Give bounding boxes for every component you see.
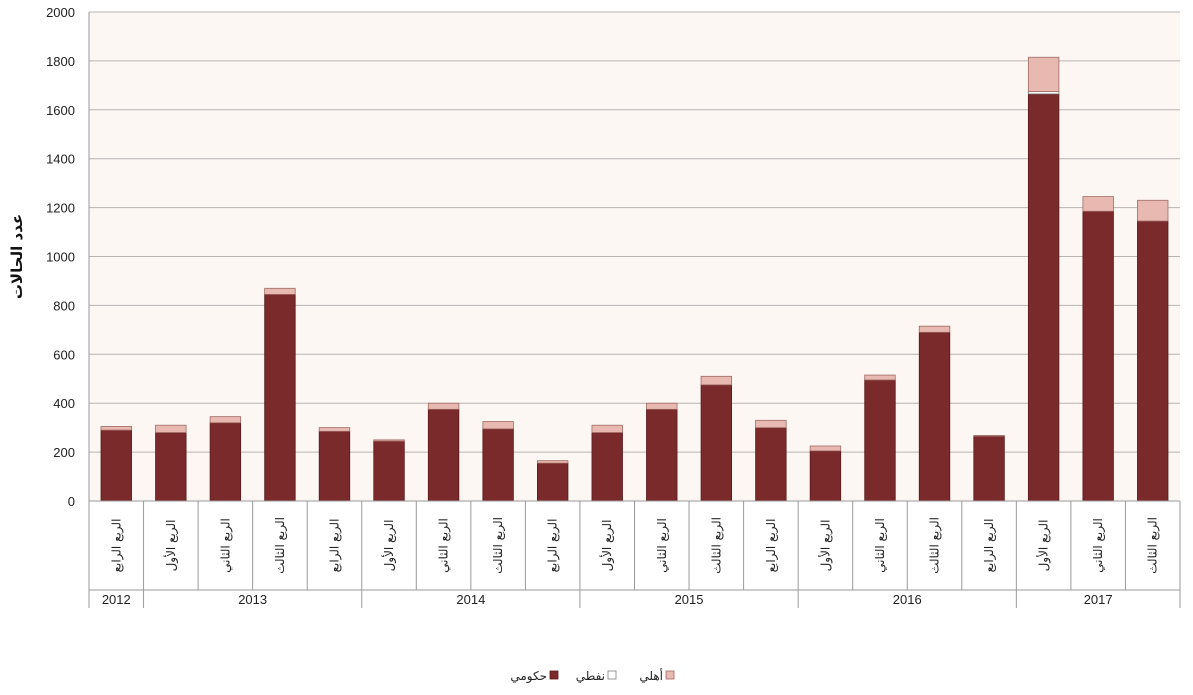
bar-segment: [1027, 56, 1060, 92]
bar-segment: [482, 421, 514, 430]
bar-segment: [100, 426, 132, 431]
y-tick-label: 400: [53, 396, 75, 411]
y-tick-label: 1400: [46, 152, 75, 167]
x-category-label: الربع الثالث: [1146, 517, 1161, 574]
x-category-label: الربع الثالث: [709, 517, 724, 574]
bar-segment: [1027, 93, 1060, 502]
y-tick-label: 0: [68, 494, 75, 509]
bar-segment: [373, 439, 405, 442]
y-tick-label: 1000: [46, 250, 75, 265]
y-tick-label: 1200: [46, 201, 75, 216]
bar-segment: [918, 325, 951, 333]
y-tick-label: 800: [53, 298, 75, 313]
y-axis-label: عدد الحالات: [8, 214, 26, 299]
bar-segment: [918, 331, 951, 502]
y-tick-label: 2000: [46, 5, 75, 20]
x-category-label: الربع الأول: [163, 520, 179, 572]
bar-segment: [646, 408, 678, 502]
y-tick-label: 1800: [46, 54, 75, 69]
x-category-label: الربع الثاني: [437, 518, 452, 573]
x-category-labels: الربع الرابع الربع الأول الربع الثاني الربع…: [109, 517, 1160, 574]
bar-segment: [427, 408, 460, 502]
bar-segment: [864, 379, 896, 502]
x-category-label: الربع الثالث: [928, 517, 943, 574]
bar-segment: [700, 384, 732, 502]
bar-segment: [100, 429, 132, 502]
x-category-label: الربع الثالث: [273, 517, 288, 574]
bar-segment: [373, 440, 405, 502]
year-label: 2016: [893, 592, 922, 607]
legend-label: نفطي: [576, 669, 605, 683]
y-tick-label: 1600: [46, 103, 75, 118]
bar-segment: [427, 402, 460, 410]
y-tick-label: 200: [53, 445, 75, 460]
x-category-label: الربع الرابع: [109, 519, 124, 573]
bar-segment: [809, 445, 842, 452]
x-category-label: الربع الثاني: [218, 518, 233, 573]
bar-segment: [155, 424, 187, 433]
bar-segment: [646, 402, 678, 410]
bar-segment: [318, 427, 351, 432]
bar-segment: [591, 424, 623, 433]
year-label: 2013: [238, 592, 267, 607]
legend-swatch: [607, 670, 617, 680]
x-category-label: الربع الثاني: [873, 518, 888, 573]
bar-segment: [755, 419, 787, 429]
legend: أهلي نفطي حكومي: [510, 668, 675, 684]
year-labels: 2012 2013 2014 2015 2016 2017: [102, 592, 1113, 607]
x-category-label: الربع الأول: [599, 520, 615, 572]
bar-segment: [973, 435, 1005, 502]
year-label: 2012: [102, 592, 131, 607]
year-label: 2015: [675, 592, 704, 607]
bar-segment: [264, 287, 296, 295]
bar-segment: [1082, 210, 1114, 502]
bar-segment: [537, 462, 569, 502]
x-category-label: الربع الأول: [817, 520, 833, 572]
bar-segment: [537, 460, 569, 464]
bar-segment: [700, 375, 732, 386]
x-category-label: الربع الرابع: [982, 519, 997, 573]
legend-label: أهلي: [639, 668, 663, 683]
bar-segment: [155, 432, 187, 502]
x-category-label: الربع الرابع: [546, 519, 561, 573]
bar-segment: [809, 450, 842, 502]
x-category-label: الربع الأول: [381, 520, 397, 572]
y-tick-label: 600: [53, 347, 75, 362]
bar-segment: [591, 432, 623, 502]
bar-segment: [482, 428, 514, 502]
x-category-label: الربع الثاني: [1091, 518, 1106, 573]
bar-segment: [973, 435, 1005, 437]
bar-segment: [1137, 199, 1169, 222]
bar-segment: [264, 293, 296, 502]
bar-segment: [209, 422, 242, 502]
x-category-label: الربع الرابع: [327, 519, 342, 573]
bar-segment: [209, 416, 242, 424]
y-tick-labels: 0 200 400 600 800 1000 1200 1400 1600 1800 2000: [46, 5, 75, 509]
x-category-label: الربع الثاني: [655, 518, 670, 573]
bar-segment: [1137, 220, 1169, 502]
legend-swatch: [665, 670, 675, 680]
x-category-label: الربع الأول: [1036, 520, 1052, 572]
legend-swatch: [549, 670, 559, 680]
x-category-label: الربع الثالث: [491, 517, 506, 574]
bar-segment: [318, 430, 351, 502]
bar-segment: [864, 374, 896, 381]
axes: [88, 12, 1181, 608]
x-category-label: الربع الرابع: [764, 519, 779, 573]
year-label: 2017: [1084, 592, 1113, 607]
legend-label: حكومي: [510, 669, 547, 684]
year-label: 2014: [456, 592, 485, 607]
bar-segment: [1082, 196, 1114, 212]
bar-segment: [755, 427, 787, 502]
